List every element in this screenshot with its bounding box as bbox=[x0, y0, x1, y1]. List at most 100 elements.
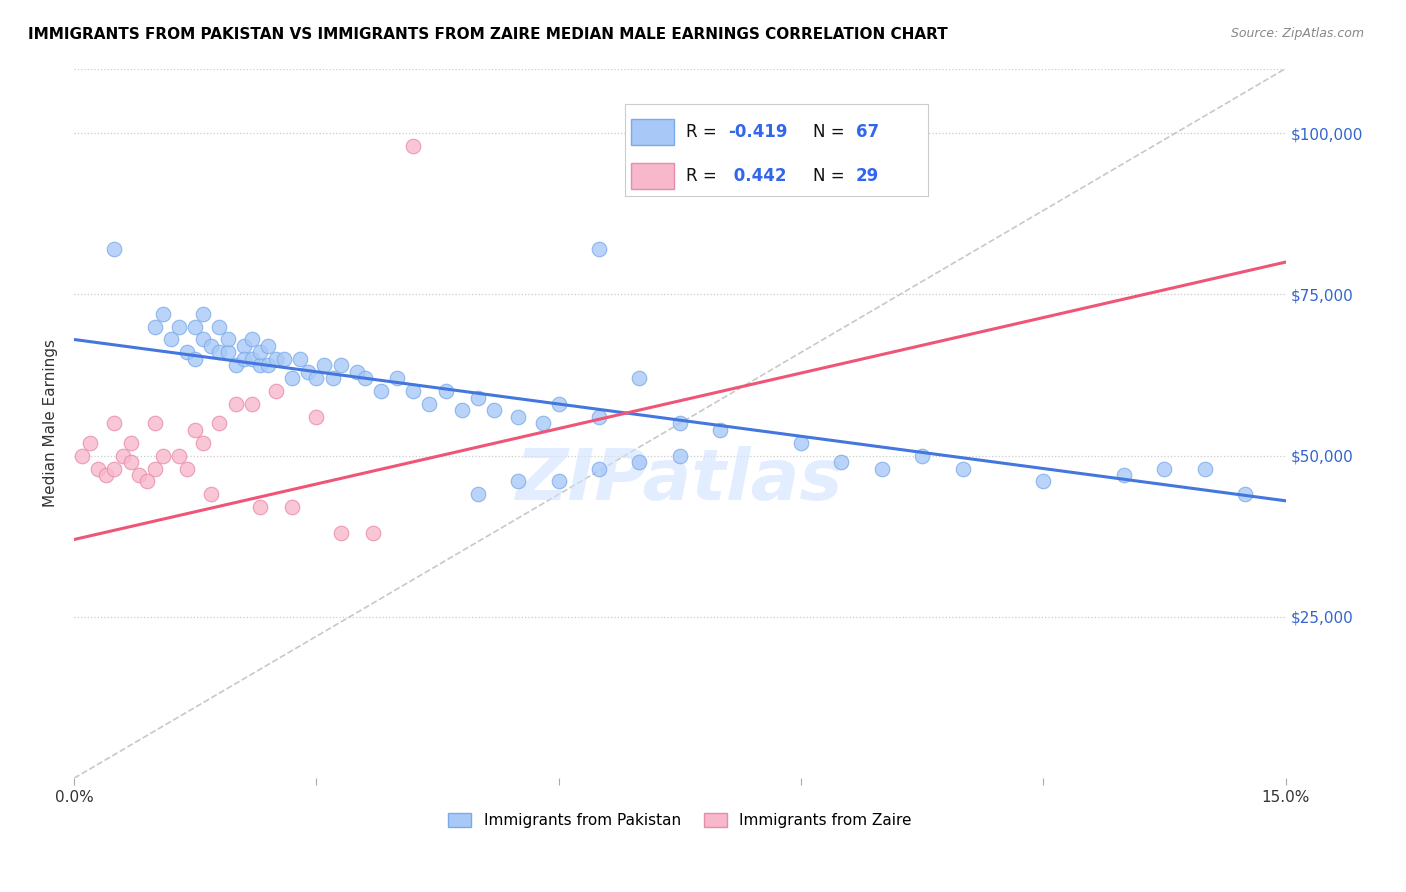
Point bbox=[208, 417, 231, 431]
Point bbox=[290, 351, 312, 366]
Point bbox=[669, 417, 692, 431]
Point bbox=[143, 319, 166, 334]
Point bbox=[167, 449, 190, 463]
Point bbox=[184, 423, 207, 437]
Point bbox=[1032, 475, 1054, 489]
Point bbox=[176, 461, 198, 475]
Point bbox=[111, 449, 134, 463]
Point bbox=[193, 435, 215, 450]
Point bbox=[240, 397, 263, 411]
Point bbox=[87, 461, 110, 475]
Point bbox=[354, 371, 377, 385]
Point bbox=[329, 359, 352, 373]
Point bbox=[790, 435, 813, 450]
Point bbox=[249, 500, 271, 515]
Point bbox=[361, 526, 384, 541]
Point bbox=[257, 339, 280, 353]
Point bbox=[305, 409, 328, 424]
Point bbox=[1194, 461, 1216, 475]
Point bbox=[628, 371, 651, 385]
Point bbox=[152, 449, 174, 463]
Point bbox=[281, 500, 304, 515]
Point bbox=[547, 397, 569, 411]
Point bbox=[160, 333, 183, 347]
Point bbox=[588, 461, 610, 475]
Point bbox=[96, 467, 118, 482]
Point bbox=[669, 449, 692, 463]
Point bbox=[208, 345, 231, 359]
Point bbox=[128, 467, 150, 482]
Point bbox=[346, 365, 368, 379]
Point bbox=[143, 417, 166, 431]
Point bbox=[103, 417, 125, 431]
Point bbox=[531, 417, 554, 431]
Point bbox=[264, 351, 287, 366]
Point bbox=[208, 319, 231, 334]
Text: Source: ZipAtlas.com: Source: ZipAtlas.com bbox=[1230, 27, 1364, 40]
Point bbox=[1114, 467, 1136, 482]
Point bbox=[232, 351, 254, 366]
Y-axis label: Median Male Earnings: Median Male Earnings bbox=[44, 339, 58, 508]
Text: IMMIGRANTS FROM PAKISTAN VS IMMIGRANTS FROM ZAIRE MEDIAN MALE EARNINGS CORRELATI: IMMIGRANTS FROM PAKISTAN VS IMMIGRANTS F… bbox=[28, 27, 948, 42]
Point bbox=[418, 397, 440, 411]
Point bbox=[329, 526, 352, 541]
Point bbox=[120, 435, 142, 450]
Point bbox=[952, 461, 974, 475]
Point bbox=[467, 487, 489, 501]
Point bbox=[588, 242, 610, 256]
Point bbox=[120, 455, 142, 469]
Point bbox=[152, 307, 174, 321]
Point bbox=[547, 475, 569, 489]
Point bbox=[297, 365, 319, 379]
Point bbox=[314, 359, 336, 373]
Point bbox=[402, 384, 425, 398]
Legend: Immigrants from Pakistan, Immigrants from Zaire: Immigrants from Pakistan, Immigrants fro… bbox=[443, 807, 917, 834]
Point bbox=[79, 435, 101, 450]
Point bbox=[482, 403, 505, 417]
Point bbox=[200, 339, 222, 353]
Point bbox=[322, 371, 344, 385]
Point bbox=[103, 242, 125, 256]
Point bbox=[225, 397, 247, 411]
Point bbox=[176, 345, 198, 359]
Point bbox=[167, 319, 190, 334]
Point bbox=[450, 403, 472, 417]
Point bbox=[249, 359, 271, 373]
Point bbox=[830, 455, 852, 469]
Point bbox=[402, 139, 425, 153]
Point bbox=[709, 423, 731, 437]
Point bbox=[249, 345, 271, 359]
Point bbox=[273, 351, 295, 366]
Point bbox=[434, 384, 457, 398]
Point bbox=[193, 307, 215, 321]
Point bbox=[911, 449, 934, 463]
Point bbox=[240, 333, 263, 347]
Point bbox=[217, 333, 239, 347]
Point bbox=[135, 475, 157, 489]
Point bbox=[508, 409, 530, 424]
Text: ZIPatlas: ZIPatlas bbox=[516, 446, 844, 515]
Point bbox=[240, 351, 263, 366]
Point bbox=[184, 319, 207, 334]
Point bbox=[225, 359, 247, 373]
Point bbox=[184, 351, 207, 366]
Point bbox=[870, 461, 893, 475]
Point bbox=[257, 359, 280, 373]
Point bbox=[217, 345, 239, 359]
Point bbox=[103, 461, 125, 475]
Point bbox=[264, 384, 287, 398]
Point bbox=[143, 461, 166, 475]
Point bbox=[200, 487, 222, 501]
Point bbox=[1153, 461, 1175, 475]
Point bbox=[508, 475, 530, 489]
Point bbox=[385, 371, 408, 385]
Point bbox=[281, 371, 304, 385]
Point bbox=[70, 449, 93, 463]
Point bbox=[628, 455, 651, 469]
Point bbox=[588, 409, 610, 424]
Point bbox=[232, 339, 254, 353]
Point bbox=[193, 333, 215, 347]
Point bbox=[370, 384, 392, 398]
Point bbox=[1234, 487, 1257, 501]
Point bbox=[467, 391, 489, 405]
